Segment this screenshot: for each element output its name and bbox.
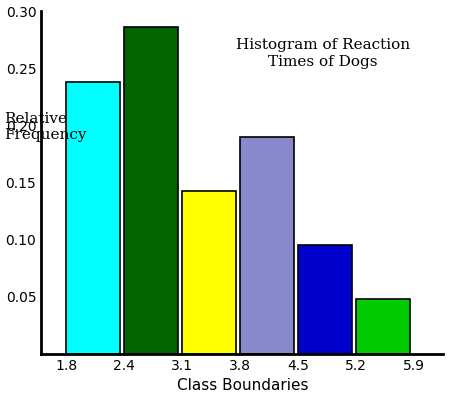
- Text: Histogram of Reaction
Times of Dogs: Histogram of Reaction Times of Dogs: [236, 38, 410, 69]
- Bar: [66, 82, 120, 354]
- Bar: [240, 137, 294, 354]
- Bar: [182, 191, 236, 354]
- Bar: [357, 299, 410, 354]
- Bar: [298, 245, 352, 354]
- X-axis label: Class Boundaries: Class Boundaries: [176, 378, 308, 393]
- Text: Relative
Frequency: Relative Frequency: [4, 112, 87, 142]
- Bar: [124, 27, 178, 354]
